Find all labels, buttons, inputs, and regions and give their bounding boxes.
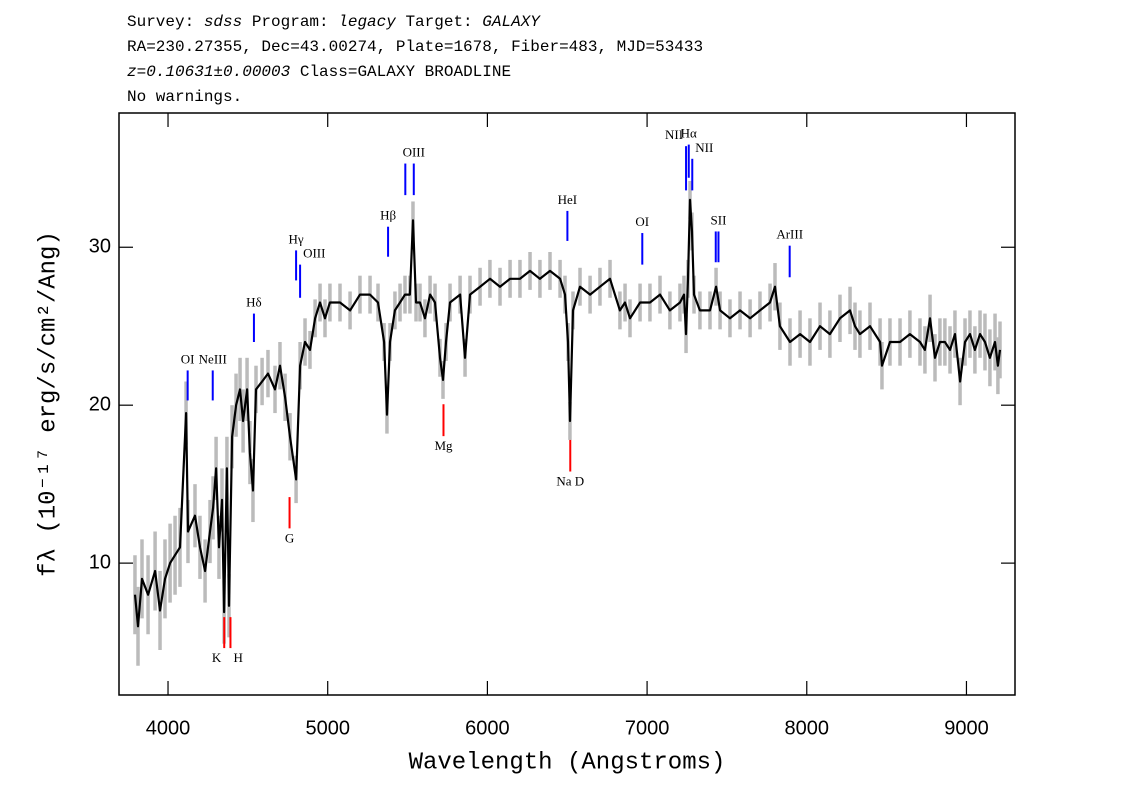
spectral-line-label: H bbox=[233, 650, 242, 665]
header-segment: GALAXY bbox=[482, 13, 541, 31]
header-segment: Survey: bbox=[127, 13, 204, 31]
header-segment: z=0.10631±0.00003 bbox=[127, 63, 291, 81]
x-tick-label: 9000 bbox=[944, 717, 989, 739]
header-line: z=0.10631±0.00003 Class=GALAXY BROADLINE bbox=[127, 63, 511, 81]
y-axis-label: fλ (10⁻¹⁷ erg/s/cm²/Ang) bbox=[35, 231, 62, 577]
x-tick-label: 5000 bbox=[305, 717, 350, 739]
spectral-line-label: ArIII bbox=[776, 227, 803, 242]
spectral-line-label: Mg bbox=[434, 438, 453, 453]
header-segment: Target: bbox=[396, 13, 482, 31]
spectral-line-label: OIII bbox=[303, 246, 325, 261]
y-tick-label: 30 bbox=[89, 236, 111, 258]
spectral-line-label: NII bbox=[665, 127, 683, 142]
x-axis-label: Wavelength (Angstroms) bbox=[409, 749, 726, 776]
spectral-line-label: NII bbox=[695, 140, 713, 155]
y-tick-label: 20 bbox=[89, 393, 111, 415]
x-tick-label: 4000 bbox=[146, 717, 191, 739]
spectral-line-label: OI bbox=[635, 214, 649, 229]
spectral-line-label: HeI bbox=[558, 192, 578, 207]
header-segment: sdss bbox=[204, 13, 242, 31]
plot-frame bbox=[118, 112, 1016, 696]
header-segment: legacy bbox=[338, 13, 396, 31]
spectral-line-label: SII bbox=[711, 212, 727, 227]
spectral-line-label: Na D bbox=[556, 474, 584, 489]
header-segment: Class=GALAXY BROADLINE bbox=[290, 63, 511, 81]
x-tick-label: 8000 bbox=[785, 717, 830, 739]
spectral-line-label: OI bbox=[181, 351, 195, 366]
spectral-line-label: NeIII bbox=[199, 351, 227, 366]
x-tick-label: 6000 bbox=[465, 717, 510, 739]
spectral-line-label: Hγ bbox=[289, 231, 304, 246]
y-tick-label: 10 bbox=[89, 551, 111, 573]
spectrum-line bbox=[133, 198, 1002, 628]
x-tick-label: 7000 bbox=[625, 717, 670, 739]
header-line: RA=230.27355, Dec=43.00274, Plate=1678, … bbox=[127, 38, 703, 56]
spectral-line-label: K bbox=[212, 650, 222, 665]
header-segment: No warnings. bbox=[127, 88, 242, 106]
spectral-line-label: G bbox=[285, 530, 294, 545]
spectral-line-label: Hβ bbox=[380, 208, 396, 223]
spectral-line-label: OIII bbox=[403, 145, 425, 160]
header-segment: Program: bbox=[242, 13, 338, 31]
spectral-line-label: Hδ bbox=[246, 295, 262, 310]
spectral-line-label: Hα bbox=[681, 126, 697, 141]
header-line: No warnings. bbox=[127, 88, 242, 106]
header-line: Survey: sdss Program: legacy Target: GAL… bbox=[127, 13, 541, 31]
header-segment: RA=230.27355, Dec=43.00274, Plate=1678, … bbox=[127, 38, 703, 56]
